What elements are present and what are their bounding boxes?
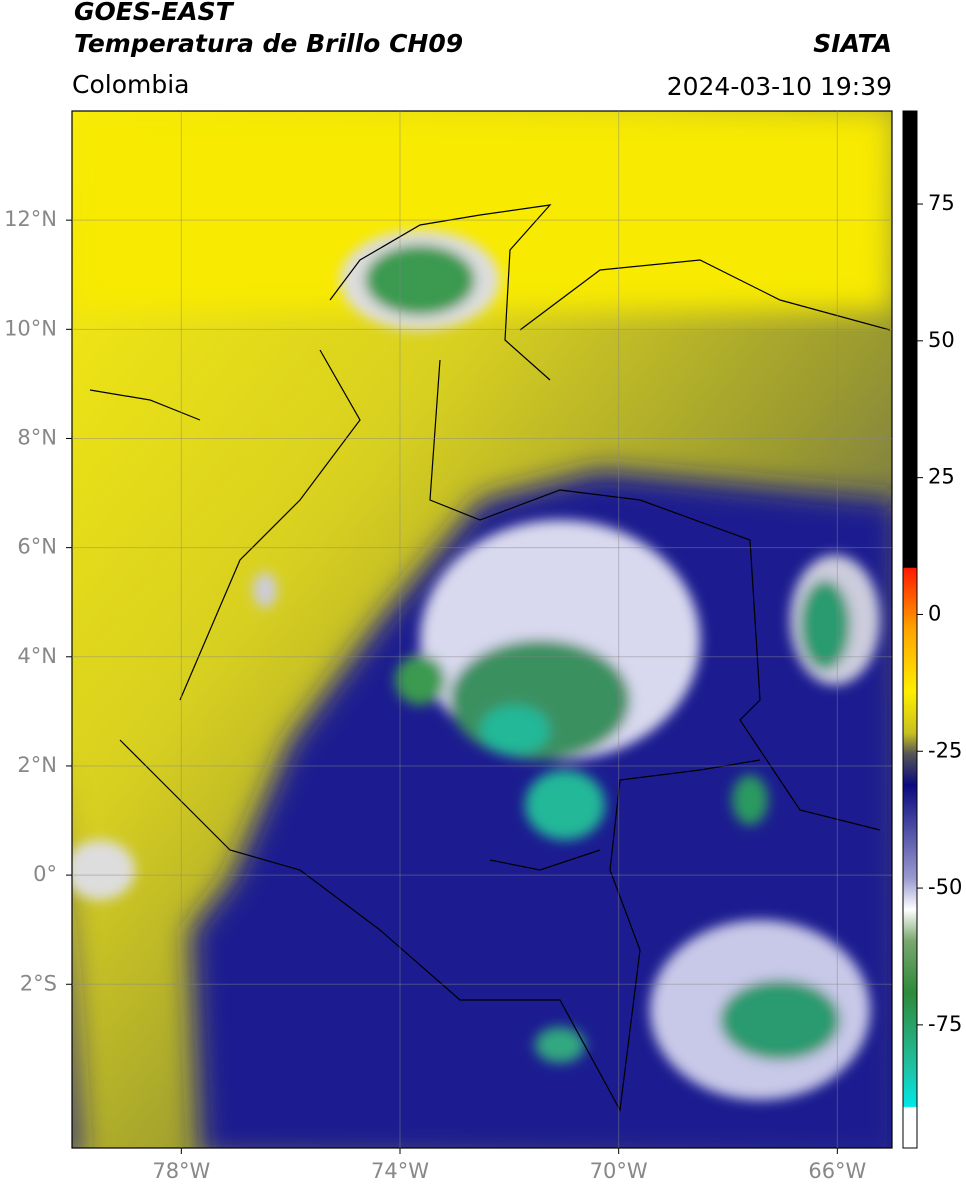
colorbar-tick-label: 25 <box>928 465 955 489</box>
y-tick-label: 8°N <box>17 425 57 449</box>
map-frame <box>71 110 893 1149</box>
product: Temperatura de Brillo CH09 <box>74 29 463 58</box>
colorbar-tick-label: -25 <box>928 738 962 762</box>
y-tick-label: 12°N <box>4 207 57 231</box>
map-imagery <box>72 111 892 1148</box>
x-tick-label: 70°W <box>590 1159 648 1183</box>
y-tick-label: 4°N <box>17 644 57 668</box>
y-tick-label: 2°N <box>17 753 57 777</box>
x-tick-label: 66°W <box>808 1159 866 1183</box>
y-tick-label: 10°N <box>4 316 57 340</box>
source: SIATA <box>813 29 892 58</box>
y-tick-label: 0° <box>33 862 57 886</box>
satellite: GOES-EAST <box>74 0 235 26</box>
y-tick-label: 6°N <box>17 535 57 559</box>
colorbar-tick-label: -50 <box>928 875 962 899</box>
colorbar-tick-label: 50 <box>928 328 955 352</box>
x-tick-label: 78°W <box>152 1159 210 1183</box>
colorbar-tick-label: 0 <box>928 601 941 625</box>
y-tick-label: 2°S <box>20 971 57 995</box>
colorbar-tick-label: 75 <box>928 191 955 215</box>
colorbar <box>902 110 918 1149</box>
colorbar-tick-label: -75 <box>928 1012 962 1036</box>
x-tick-label: 74°W <box>371 1159 429 1183</box>
datetime: 2024-03-10 19:39 <box>667 72 892 101</box>
region: Colombia <box>72 70 189 99</box>
